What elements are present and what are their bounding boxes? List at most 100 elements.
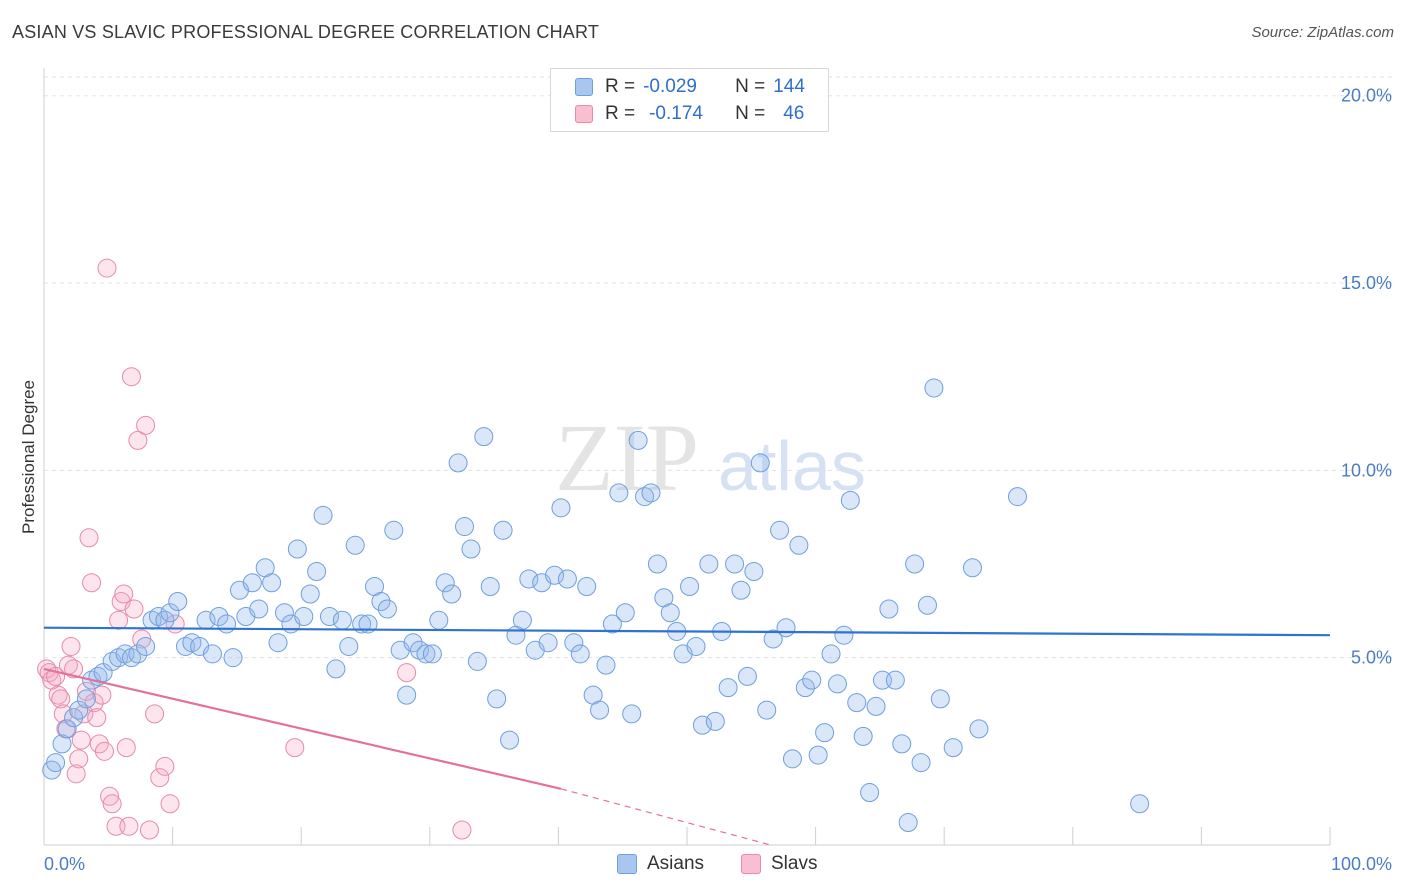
- slav-point: [150, 768, 170, 788]
- asian-point: [512, 610, 532, 630]
- asian-point: [223, 648, 243, 668]
- asian-point: [545, 565, 565, 585]
- asian-point: [840, 490, 860, 510]
- asian-point: [480, 577, 500, 597]
- asian-point: [371, 591, 391, 611]
- legend-item-asians: Asians: [617, 850, 704, 878]
- y-tick-label: 5.0%: [1351, 648, 1392, 668]
- slav-point: [94, 741, 114, 761]
- asian-point: [911, 753, 931, 773]
- asian-point: [217, 614, 237, 634]
- asian-point: [461, 539, 481, 559]
- asian-point: [358, 614, 378, 634]
- grid-layer: [44, 76, 1392, 659]
- asian-point: [628, 430, 648, 450]
- asian-point: [917, 595, 937, 615]
- asian-point: [808, 745, 828, 765]
- asian-point: [294, 606, 314, 626]
- asian-point: [202, 644, 222, 664]
- asian-point: [635, 487, 655, 507]
- asian-point: [274, 603, 294, 623]
- asian-point: [750, 453, 770, 473]
- r-label: R =: [605, 76, 636, 97]
- asian-point: [422, 644, 442, 664]
- asian-point: [725, 554, 745, 574]
- asians-trend-line: [43, 626, 1331, 637]
- asian-point: [885, 670, 905, 690]
- correlation-legend: R = -0.029 N = 144 R = -0.174 N = 46: [550, 68, 829, 132]
- asian-point: [442, 584, 462, 604]
- asian-point: [847, 693, 867, 713]
- asian-point: [319, 606, 339, 626]
- asian-point: [1008, 487, 1028, 507]
- asian-point: [647, 554, 667, 574]
- slav-point: [155, 756, 175, 776]
- asian-point: [924, 378, 944, 398]
- asian-point: [416, 644, 436, 664]
- asian-point: [209, 606, 229, 626]
- slav-point: [76, 681, 96, 701]
- asian-point: [622, 704, 642, 724]
- asian-point: [853, 726, 873, 746]
- asian-point: [148, 606, 168, 626]
- asian-point: [905, 554, 925, 574]
- asian-point: [692, 715, 712, 735]
- source-credit: Source: ZipAtlas.com: [1251, 24, 1394, 41]
- y-tick-label: 20.0%: [1341, 86, 1392, 106]
- asian-point: [590, 700, 610, 720]
- asian-point: [699, 554, 719, 574]
- asian-point: [136, 636, 156, 656]
- slav-point: [82, 573, 102, 593]
- asian-point: [602, 614, 622, 634]
- asians-swatch: [617, 854, 637, 874]
- slav-point: [128, 430, 148, 450]
- n-label: N =: [735, 103, 766, 124]
- asian-point: [287, 539, 307, 559]
- asian-point: [160, 603, 180, 623]
- asian-point: [262, 573, 282, 593]
- r-label: R =: [605, 103, 636, 124]
- y-tick-label: 15.0%: [1341, 273, 1392, 293]
- asian-point: [487, 689, 507, 709]
- asian-point: [821, 644, 841, 664]
- watermark-zip: ZIP: [555, 404, 699, 511]
- slav-point: [69, 749, 89, 769]
- asian-point: [641, 483, 661, 503]
- asian-point: [46, 753, 66, 773]
- asian-point: [128, 644, 148, 664]
- legend-item-slavs: Slavs: [741, 850, 817, 878]
- slav-point: [124, 599, 144, 619]
- asian-point: [69, 700, 89, 720]
- legend-label-slavs: Slavs: [771, 853, 818, 874]
- asian-point: [435, 573, 455, 593]
- asian-point: [680, 577, 700, 597]
- asian-point: [763, 629, 783, 649]
- slav-point: [66, 764, 86, 784]
- slav-point: [397, 663, 417, 683]
- asian-point: [121, 648, 141, 668]
- asian-point: [551, 498, 571, 518]
- slav-point: [53, 704, 73, 724]
- slav-point: [139, 820, 159, 840]
- legend-label-asians: Asians: [647, 853, 705, 874]
- asian-point: [892, 734, 912, 754]
- asian-point: [570, 644, 590, 664]
- asian-point: [175, 636, 195, 656]
- slav-point: [61, 636, 81, 656]
- asian-point: [249, 599, 269, 619]
- asian-point: [776, 618, 796, 638]
- watermark-atlas: atlas: [718, 427, 866, 505]
- asian-point: [455, 517, 475, 537]
- asian-point: [860, 783, 880, 803]
- asian-point: [326, 659, 346, 679]
- asian-point: [52, 734, 72, 754]
- slav-point: [71, 730, 91, 750]
- asian-point: [866, 696, 886, 716]
- slav-point: [116, 738, 136, 758]
- asian-point: [377, 599, 397, 619]
- asian-point: [705, 711, 725, 731]
- slav-point: [48, 685, 68, 705]
- x-tick-label: 100.0%: [1331, 854, 1392, 874]
- asian-point: [564, 633, 584, 653]
- asian-point: [300, 584, 320, 604]
